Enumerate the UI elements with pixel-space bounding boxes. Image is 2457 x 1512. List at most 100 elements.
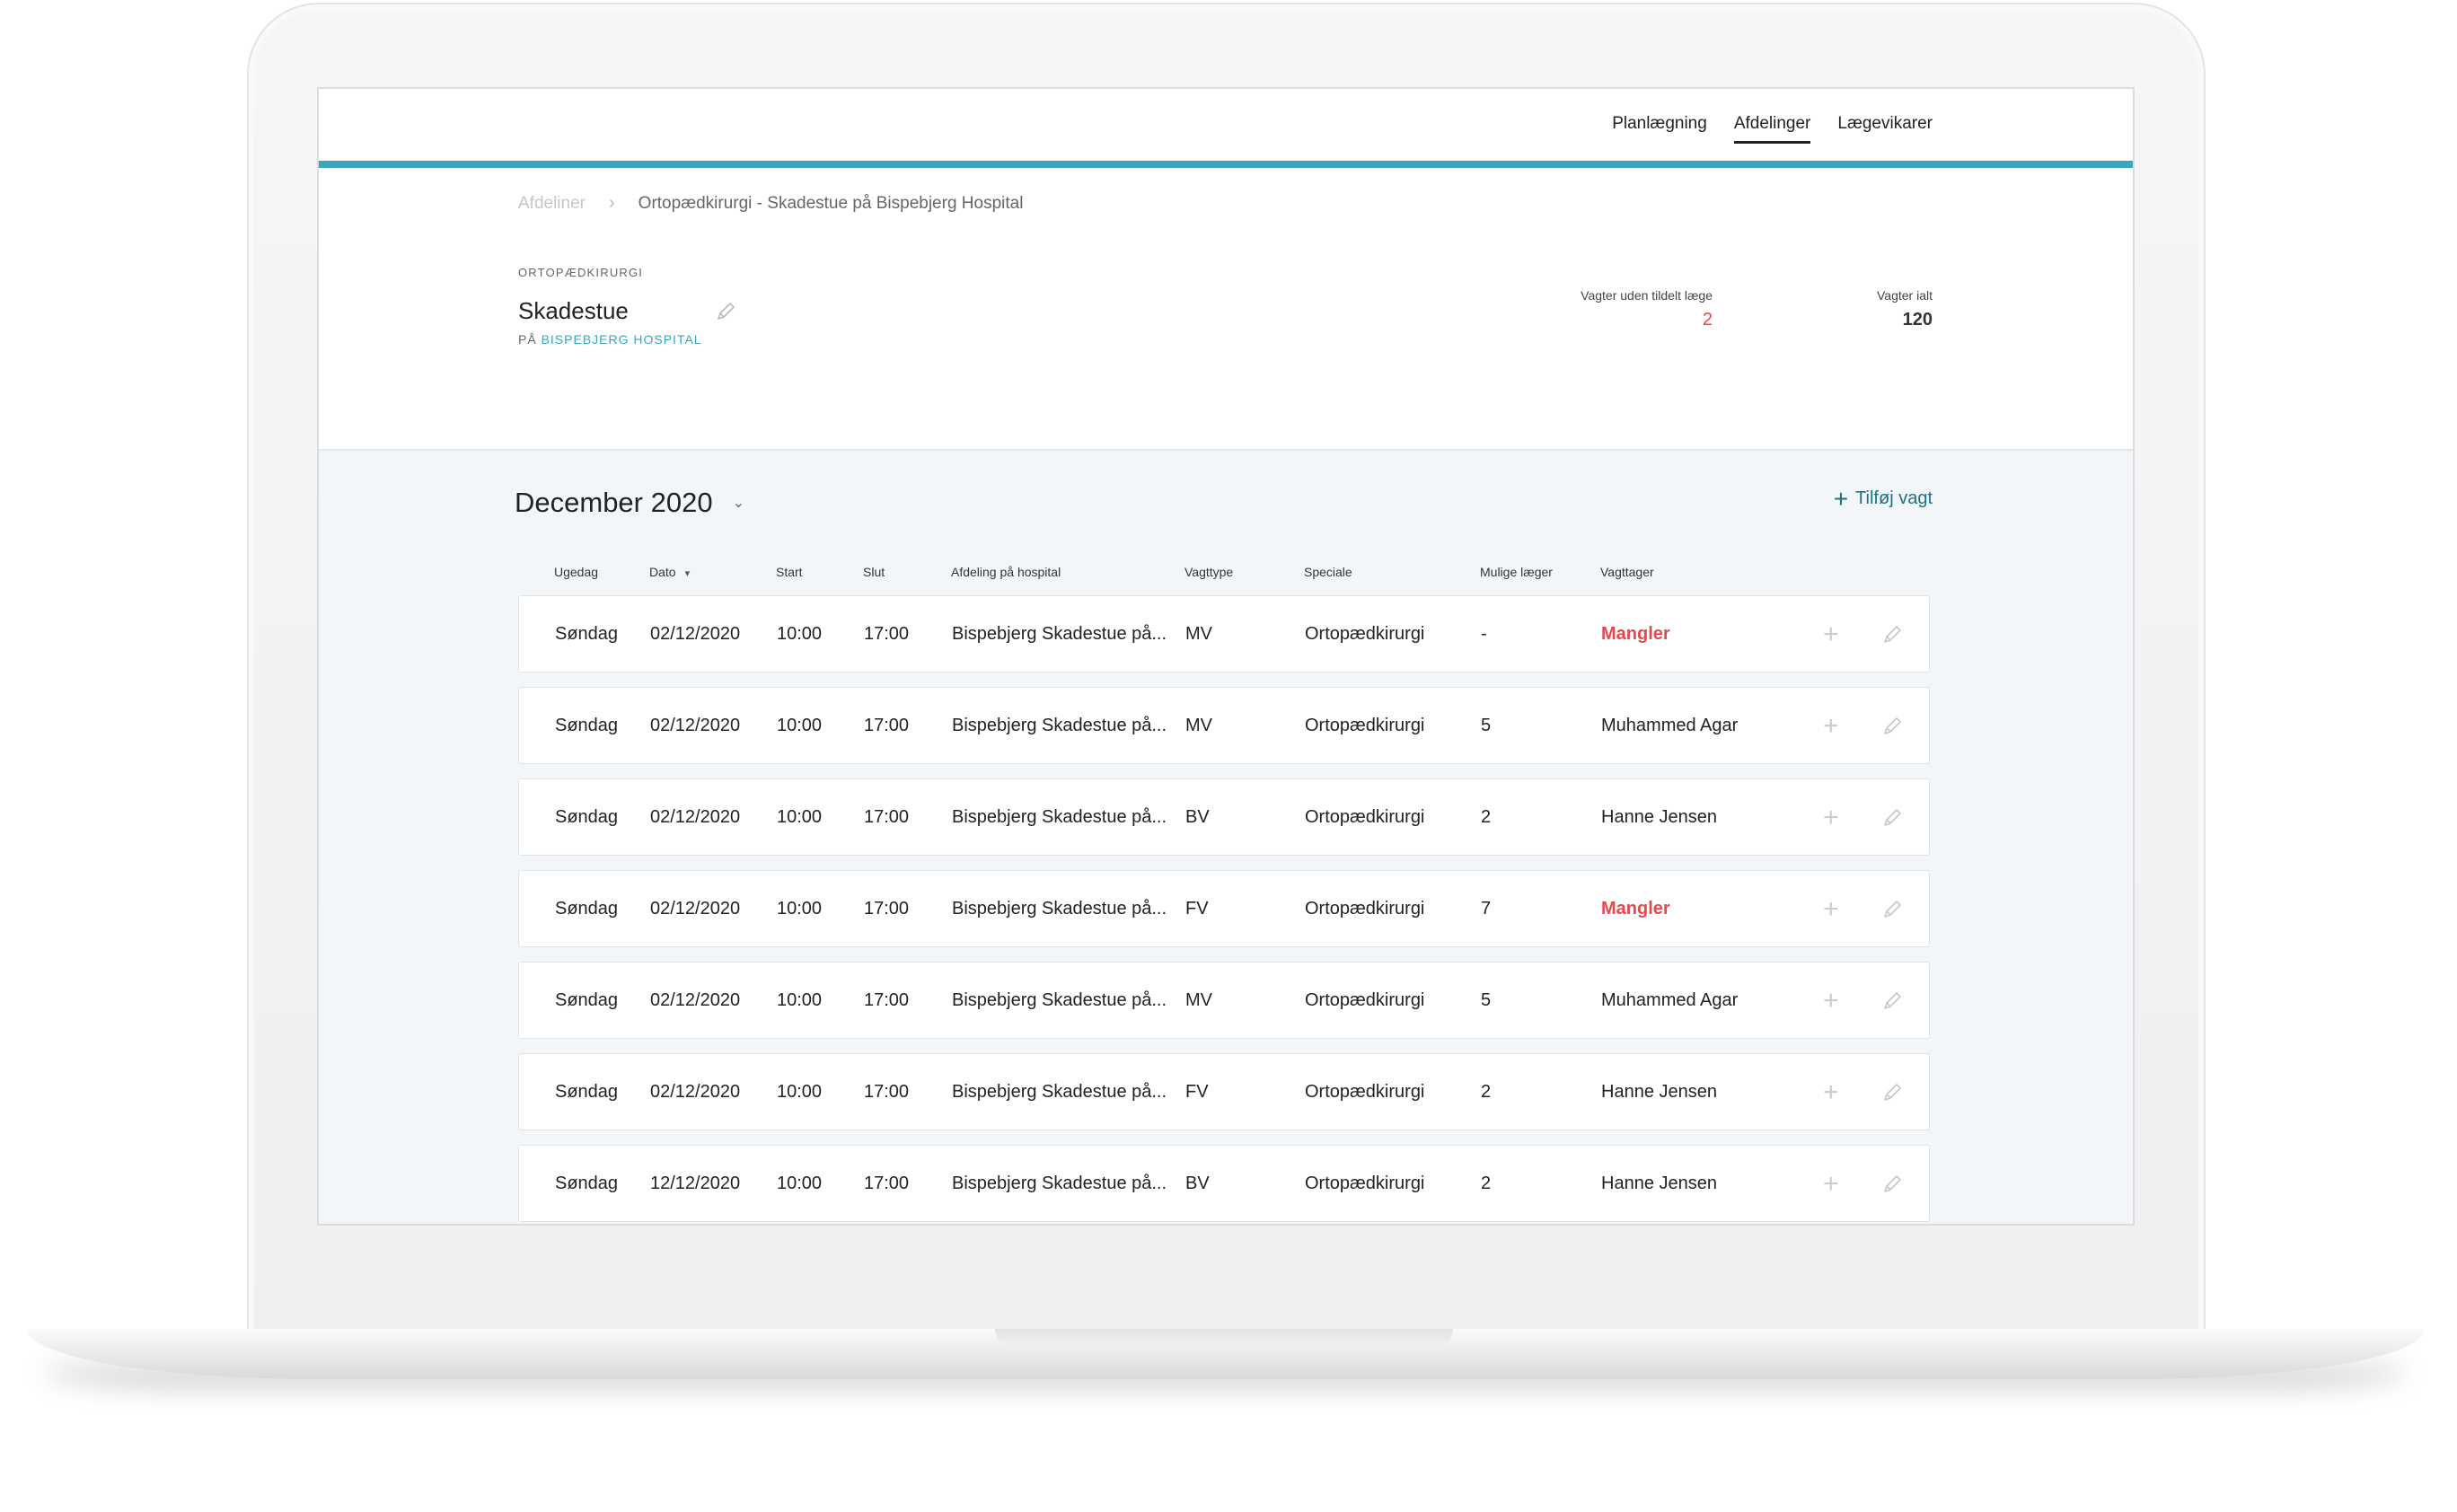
cell-possible-doctors: 2	[1481, 1174, 1492, 1193]
cell-weekday: Søndag	[555, 624, 619, 644]
table-header: Ugedag Dato ▾ Start Slut Afdeling på hosp…	[319, 565, 2133, 586]
edit-shift-pencil-icon[interactable]	[1880, 715, 1904, 738]
edit-department-pencil-icon[interactable]	[714, 300, 737, 323]
hospital-link[interactable]: BISPEBJERG HOSPITAL	[541, 332, 702, 347]
cell-end: 17:00	[864, 990, 910, 1010]
cell-specialty: Ortopædkirurgi	[1305, 716, 1425, 735]
column-header-taker[interactable]: Vagttager	[1600, 565, 1654, 579]
add-doctor-plus-icon[interactable]: +	[1823, 620, 1839, 649]
table-row[interactable]: Søndag 12/12/2020 10:00 17:00 Bispebjerg Ska…	[518, 1145, 1930, 1222]
cell-specialty: Ortopædkirurgi	[1305, 990, 1425, 1010]
cell-department: Bispebjerg Skadestue på...	[952, 624, 1167, 644]
column-header-possible-doctors[interactable]: Mulige læger	[1480, 565, 1553, 579]
cell-start: 10:00	[777, 899, 823, 919]
column-header-shift-type[interactable]: Vagttype	[1184, 565, 1234, 579]
cell-shift-type: MV	[1185, 716, 1212, 735]
cell-department: Bispebjerg Skadestue på...	[952, 990, 1167, 1010]
edit-shift-pencil-icon[interactable]	[1880, 1173, 1904, 1196]
column-header-department[interactable]: Afdeling på hospital	[951, 565, 1061, 579]
cell-specialty: Ortopædkirurgi	[1305, 624, 1425, 644]
department-location: PÅ BISPEBJERG HOSPITAL	[518, 332, 702, 347]
add-doctor-plus-icon[interactable]: +	[1823, 1169, 1839, 1199]
cell-start: 10:00	[777, 1174, 823, 1193]
cell-start: 10:00	[777, 990, 823, 1010]
cell-taker: Mangler	[1601, 899, 1670, 919]
cell-end: 17:00	[864, 716, 910, 735]
stat-unassigned-value: 2	[1702, 310, 1713, 330]
edit-shift-pencil-icon[interactable]	[1880, 806, 1904, 830]
breadcrumb: Afdeliner › Ortopædkirurgi - Skadestue p…	[518, 193, 1023, 214]
column-header-start[interactable]: Start	[776, 565, 803, 579]
cell-taker: Mangler	[1601, 624, 1670, 644]
cell-end: 17:00	[864, 899, 910, 919]
cell-specialty: Ortopædkirurgi	[1305, 807, 1425, 827]
cell-department: Bispebjerg Skadestue på...	[952, 716, 1167, 735]
breadcrumb-parent-link[interactable]: Afdeliner	[518, 193, 586, 213]
cell-date: 02/12/2020	[650, 990, 741, 1010]
edit-shift-pencil-icon[interactable]	[1880, 898, 1904, 921]
cell-date: 02/12/2020	[650, 624, 741, 644]
cell-shift-type: BV	[1185, 807, 1210, 827]
stat-unassigned-label: Vagter uden tildelt læge	[1581, 288, 1713, 303]
cell-specialty: Ortopædkirurgi	[1305, 1082, 1425, 1102]
table-row[interactable]: Søndag 02/12/2020 10:00 17:00 Bispebjerg Ska…	[518, 687, 1930, 764]
cell-possible-doctors: -	[1481, 624, 1487, 644]
cell-weekday: Søndag	[555, 899, 619, 919]
add-doctor-plus-icon[interactable]: +	[1823, 894, 1839, 924]
add-shift-label: Tilføj vagt	[1855, 488, 1933, 508]
column-header-date[interactable]: Dato ▾	[649, 565, 690, 579]
cell-end: 17:00	[864, 1082, 910, 1102]
cell-shift-type: MV	[1185, 624, 1212, 644]
cell-shift-type: FV	[1185, 899, 1209, 919]
add-doctor-plus-icon[interactable]: +	[1823, 1077, 1839, 1107]
cell-end: 17:00	[864, 807, 910, 827]
plus-icon: +	[1833, 484, 1849, 513]
table-row[interactable]: Søndag 02/12/2020 10:00 17:00 Bispebjerg Ska…	[518, 962, 1930, 1039]
department-title: Skadestue	[518, 297, 629, 324]
stat-total-value: 120	[1902, 310, 1933, 330]
cell-taker: Hanne Jensen	[1601, 1174, 1717, 1193]
edit-shift-pencil-icon[interactable]	[1880, 989, 1904, 1013]
cell-date: 12/12/2020	[650, 1174, 741, 1193]
accent-divider	[319, 161, 2133, 168]
column-header-specialty[interactable]: Speciale	[1304, 565, 1352, 579]
breadcrumb-current: Ortopædkirurgi - Skadestue på Bispebjerg…	[638, 193, 1024, 213]
cell-department: Bispebjerg Skadestue på...	[952, 1174, 1167, 1193]
edit-shift-pencil-icon[interactable]	[1880, 1081, 1904, 1104]
nav-item-afdelinger[interactable]: Afdelinger	[1733, 114, 1811, 144]
add-shift-button[interactable]: + Tilføj vagt	[1833, 484, 1933, 513]
cell-taker: Hanne Jensen	[1601, 1082, 1717, 1102]
month-selector[interactable]: December 2020 ⌄	[515, 487, 744, 519]
cell-possible-doctors: 2	[1481, 1082, 1492, 1102]
add-doctor-plus-icon[interactable]: +	[1823, 711, 1839, 741]
cell-shift-type: MV	[1185, 990, 1212, 1010]
cell-weekday: Søndag	[555, 1174, 619, 1193]
location-prefix: PÅ	[518, 332, 537, 347]
cell-shift-type: BV	[1185, 1174, 1210, 1193]
cell-start: 10:00	[777, 624, 823, 644]
column-header-weekday[interactable]: Ugedag	[554, 565, 599, 579]
cell-possible-doctors: 5	[1481, 990, 1492, 1010]
column-header-end[interactable]: Slut	[863, 565, 885, 579]
cell-department: Bispebjerg Skadestue på...	[952, 899, 1167, 919]
table-row[interactable]: Søndag 02/12/2020 10:00 17:00 Bispebjerg Ska…	[518, 595, 1930, 672]
chevron-down-icon: ⌄	[732, 496, 744, 511]
cell-specialty: Ortopædkirurgi	[1305, 1174, 1425, 1193]
nav-item-planlaegning[interactable]: Planlægning	[1612, 114, 1707, 133]
table-row[interactable]: Søndag 02/12/2020 10:00 17:00 Bispebjerg Ska…	[518, 870, 1930, 947]
cell-taker: Muhammed Agar	[1601, 716, 1739, 735]
table-row[interactable]: Søndag 02/12/2020 10:00 17:00 Bispebjerg Ska…	[518, 1053, 1930, 1130]
add-doctor-plus-icon[interactable]: +	[1823, 986, 1839, 1015]
cell-taker: Muhammed Agar	[1601, 990, 1739, 1010]
nav-item-laegevikarer[interactable]: Lægevikarer	[1837, 114, 1933, 133]
add-doctor-plus-icon[interactable]: +	[1823, 803, 1839, 832]
cell-weekday: Søndag	[555, 1082, 619, 1102]
cell-end: 17:00	[864, 624, 910, 644]
cell-start: 10:00	[777, 1082, 823, 1102]
stat-unassigned: Vagter uden tildelt læge 2	[1581, 288, 1713, 330]
table-row[interactable]: Søndag 02/12/2020 10:00 17:00 Bispebjerg Ska…	[518, 778, 1930, 856]
app-screen: Planlægning Afdelinger Lægevikarer Afdel…	[317, 87, 2135, 1226]
stat-total-label: Vagter ialt	[1877, 288, 1933, 303]
edit-shift-pencil-icon[interactable]	[1880, 623, 1904, 646]
breadcrumb-chevron-icon: ›	[609, 193, 615, 213]
